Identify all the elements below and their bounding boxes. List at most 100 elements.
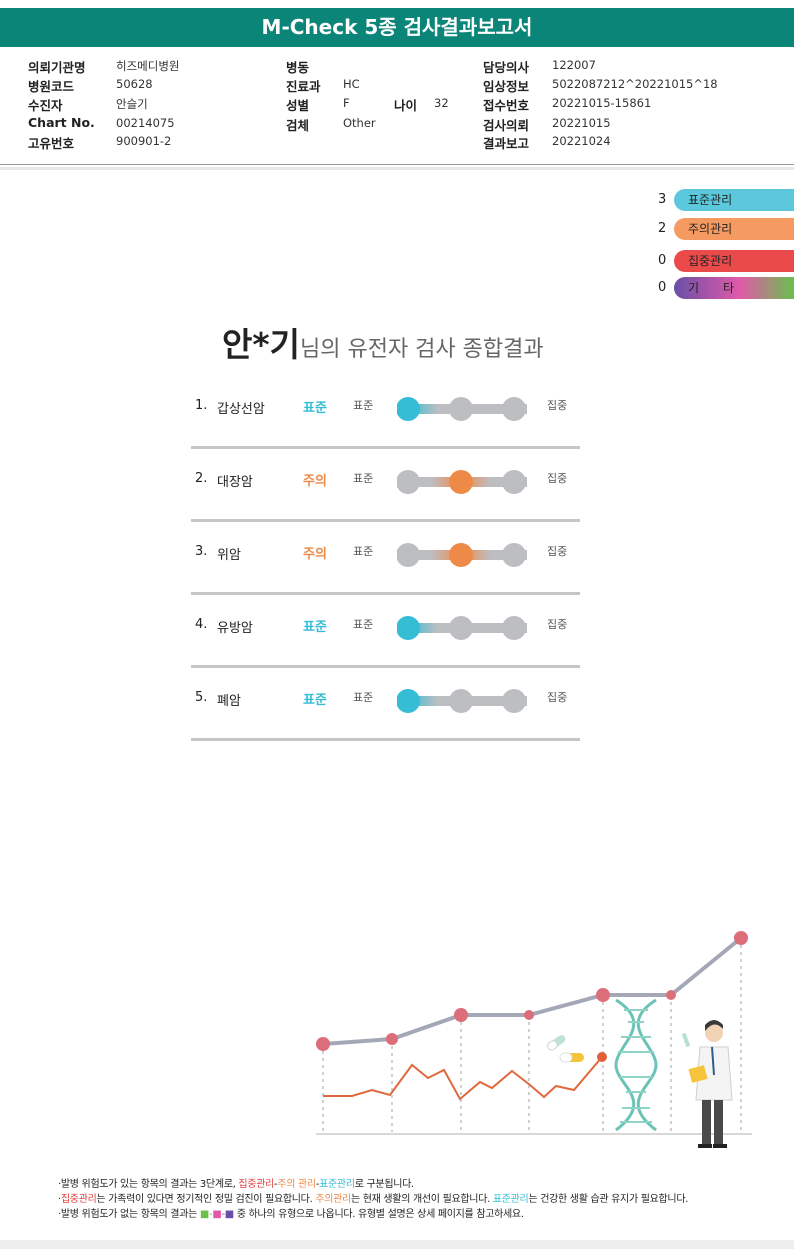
info-col1-value-0: 히즈메디병원 [116,59,180,73]
info-col2-label-2: 성별 [286,98,310,113]
result-status: 표준 [303,401,327,416]
info-col1-label-0: 의뢰기관명 [28,60,86,75]
summary-headline: 안*기님의 유전자 검사 종합결과 [222,318,544,366]
legend-item: 2 주의관리 [652,218,794,240]
scale-low-label: 표준 [353,399,374,412]
gauge-dot [502,543,526,567]
result-status: 표준 [303,693,327,708]
result-number: 4. [195,617,208,632]
gauge-dot [397,470,420,494]
risk-level-gauge [397,543,527,567]
gauge-dot [502,470,526,494]
row-divider [191,665,580,668]
info-col1-label-2: 수진자 [28,98,63,113]
scale-low-label: 표준 [353,691,374,704]
footnotes: ·발병 위험도가 있는 항목의 결과는 3단계로, 집중관리-주의 관리-표준관… [58,1177,688,1222]
info-col3-label-0: 담당의사 [483,60,530,75]
info-col3-value-4: 20221024 [552,134,611,148]
legend-label: 표준관리 [688,193,733,207]
gauge-dot-active [397,689,420,713]
legend-label: 기 타 [688,281,735,295]
gauge-dot [449,397,473,421]
row-divider [191,592,580,595]
row-divider [191,446,580,449]
result-number: 3. [195,544,208,559]
risk-level-gauge [397,616,527,640]
legend-count: 3 [658,192,667,207]
info-col3-label-3: 검사의뢰 [483,118,530,133]
age-value: 32 [434,96,449,110]
headline-text: 님의 유전자 검사 종합결과 [299,337,544,362]
info-col1-label-3: Chart No. [28,115,95,130]
result-row: 4. 유방암 표준 표준 집중 [191,596,580,668]
legend-item: 3 표준관리 [652,189,794,211]
risk-level-gauge [397,689,527,713]
info-col2-value-1: HC [343,77,360,91]
row-divider [191,738,580,741]
result-cancer-name: 대장암 [217,475,253,490]
legend-label: 집중관리 [688,254,733,268]
risk-level-gauge [397,397,527,421]
age-label: 나이 [394,98,418,113]
info-col3-value-1: 5022087212^20221015^18 [552,77,718,91]
info-col3-value-2: 20221015-15861 [552,96,652,110]
info-col1-value-4: 900901-2 [116,134,172,148]
legend-badge: 표준관리 [674,189,794,211]
note-line-1: ·발병 위험도가 있는 항목의 결과는 3단계로, 집중관리-주의 관리-표준관… [58,1179,414,1190]
scale-low-label: 표준 [353,618,374,631]
info-col2-value-2: F [343,96,350,110]
scale-low-label: 표준 [353,545,374,558]
info-col1-value-3: 00214075 [116,116,175,130]
result-cancer-name: 위암 [217,548,241,563]
legend-count: 2 [658,221,667,236]
growth-chart-illustration [316,931,752,1148]
result-status: 주의 [303,547,327,562]
gauge-dot-active [449,470,473,494]
info-col3-label-1: 임상정보 [483,79,530,94]
gauge-dot [449,689,473,713]
legend-item: 0 집중관리 [652,250,794,272]
legend-count: 0 [658,280,667,295]
divider [0,164,794,165]
gauge-dot-active [449,543,473,567]
scale-high-label: 집중 [547,399,568,412]
info-col3-value-0: 122007 [552,58,596,72]
info-col3-value-3: 20221015 [552,116,611,130]
info-col2-label-3: 검체 [286,118,310,133]
info-col1-label-1: 병원코드 [28,79,75,94]
gauge-dot [502,397,526,421]
legend-badge: 주의관리 [674,218,794,240]
gauge-dot-active [397,616,420,640]
result-status: 표준 [303,620,327,635]
result-cancer-name: 폐암 [217,694,241,709]
result-row: 3. 위암 주의 표준 집중 [191,523,580,595]
info-col1-value-1: 50628 [116,77,153,91]
note-line-3: ·발병 위험도가 없는 항목의 결과는 ■-■-■ 중 하나의 유형으로 나옵니… [58,1209,524,1220]
scale-high-label: 집중 [547,691,568,704]
legend-item: 0 기 타 [652,277,794,299]
info-col2-value-3: Other [343,116,376,130]
report-title: M-Check 5종 검사결과보고서 [0,8,794,47]
scale-high-label: 집중 [547,618,568,631]
gauge-dot [502,689,526,713]
info-col3-label-2: 접수번호 [483,98,530,113]
result-number: 2. [195,471,208,486]
result-row: 5. 폐암 표준 표준 집중 [191,669,580,741]
info-col1-label-4: 고유번호 [28,136,75,151]
patient-masked-name: 안*기 [222,325,300,364]
info-col2-label-0: 병동 [286,60,310,75]
gauge-dot [449,616,473,640]
note-line-2: ·집중관리는 가족력이 있다면 정기적인 정밀 검진이 필요합니다. 주의관리는… [58,1194,689,1205]
result-row: 2. 대장암 주의 표준 집중 [191,450,580,522]
info-col1-value-2: 안슬기 [116,97,148,111]
legend-count: 0 [658,253,667,268]
gauge-dot [502,616,526,640]
legend-badge: 기 타 [674,277,794,299]
risk-level-gauge [397,470,527,494]
info-col3-label-4: 결과보고 [483,136,530,151]
gauge-dot-active [397,397,420,421]
footer-band [0,1240,794,1249]
result-cancer-name: 유방암 [217,621,253,636]
gauge-dot [397,543,420,567]
legend-label: 주의관리 [688,222,733,236]
